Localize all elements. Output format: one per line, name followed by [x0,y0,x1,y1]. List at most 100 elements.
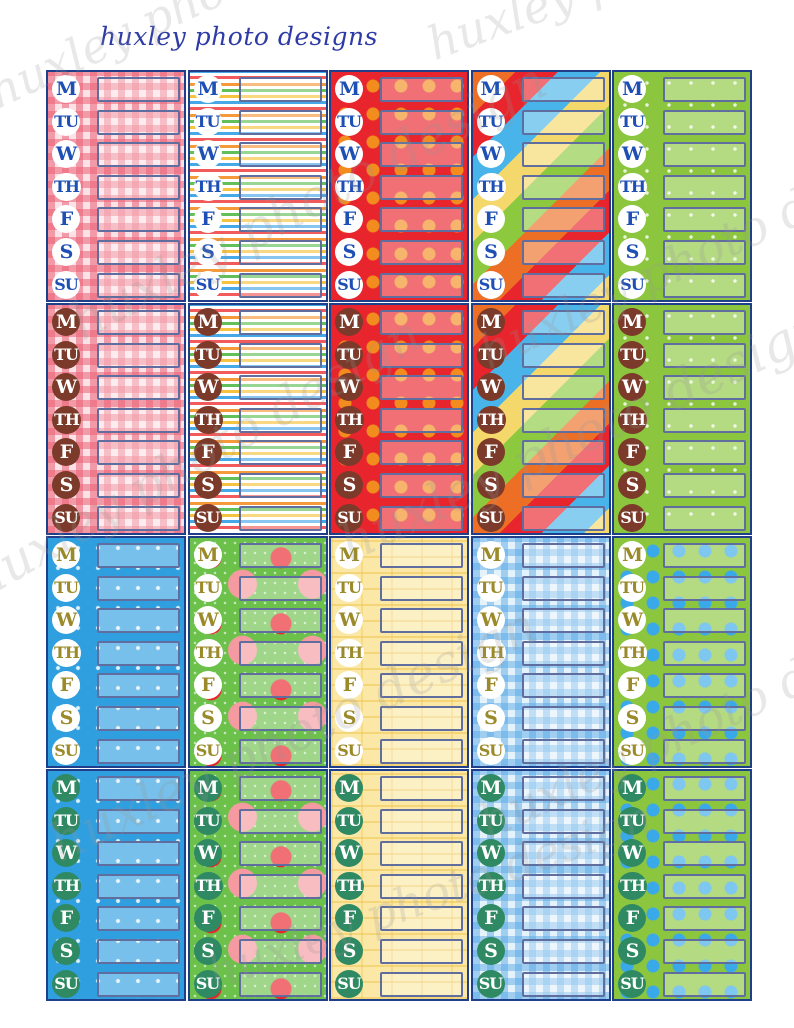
day-badge: M [476,308,505,336]
sticker-panel-r4-c5: M TU W TH F S SU [612,769,752,1001]
day-badge: F [335,205,363,234]
day-badge: TH [476,405,506,434]
sticker-panel-r2-c3: M TU W TH F S SU [329,303,469,535]
day-sticker: F [48,902,184,935]
day-sticker: TU [473,106,609,139]
watermark-text: huxley photo design [420,0,794,71]
write-in-box [380,109,463,135]
write-in-box [97,939,180,964]
write-in-box [380,575,463,601]
write-in-box [238,543,322,568]
write-in-box [663,310,746,335]
day-badge: S [52,471,80,499]
day-sticker: TU [614,572,750,605]
day-badge: M [335,774,363,802]
day-badge: F [476,438,505,467]
day-sticker: M [473,539,609,572]
day-badge: SU [476,503,505,532]
day-sticker: W [48,837,184,870]
day-sticker: S [48,702,184,735]
day-badge: W [618,373,646,402]
day-sticker: W [614,371,750,404]
write-in-box [97,207,180,233]
day-sticker: TH [190,637,326,670]
day-badge: SU [52,270,80,299]
write-in-box [238,174,322,200]
day-sticker: S [190,935,326,968]
day-badge: TH [193,405,223,434]
day-sticker: S [190,469,326,502]
write-in-box [663,207,746,233]
write-in-box [380,240,463,265]
day-badge: TU [335,340,363,369]
day-sticker: M [190,306,326,339]
write-in-box [238,640,322,666]
day-badge: S [618,471,646,499]
write-in-box [521,608,605,634]
day-sticker: W [190,837,326,870]
day-badge: M [476,541,505,569]
write-in-box [663,738,746,764]
write-in-box [663,375,746,401]
sticker-panel-r2-c5: M TU W TH F S SU [612,303,752,535]
day-sticker: TH [473,637,609,670]
day-badge: W [52,839,80,868]
day-badge: S [52,937,80,965]
day-badge: W [476,606,505,635]
day-badge: TH [335,405,365,434]
write-in-box [663,673,746,699]
day-badge: W [193,606,222,635]
write-in-box [238,272,322,298]
sticker-panel-r4-c3: M TU W TH F S SU [329,769,469,1001]
day-badge: TH [52,405,82,434]
day-badge: M [52,541,80,569]
day-badge: SU [335,503,363,532]
day-badge: SU [618,270,646,299]
day-sticker: SU [331,968,467,999]
day-badge: M [52,75,80,103]
day-badge: TH [618,638,648,667]
day-badge: W [52,606,80,635]
day-sticker: F [190,669,326,702]
day-sticker: TU [190,805,326,838]
day-badge: TH [476,172,506,201]
day-badge: TH [193,638,223,667]
day-sticker: W [331,138,467,171]
day-sticker: M [473,73,609,106]
day-badge: S [193,937,222,965]
write-in-box [97,174,180,200]
write-in-box [97,375,180,401]
write-in-box [97,706,180,731]
day-sticker: S [614,236,750,269]
write-in-box [663,342,746,368]
write-in-box [521,407,605,433]
day-sticker: SU [473,968,609,999]
write-in-box [238,906,322,932]
write-in-box [663,906,746,932]
day-sticker: F [473,669,609,702]
day-badge: F [335,438,363,467]
write-in-box [380,776,463,801]
sticker-panel-r4-c1: M TU W TH F S SU [46,769,186,1001]
day-badge: S [52,704,80,732]
day-badge: TU [193,573,222,602]
day-sticker: M [614,772,750,805]
day-sticker: W [190,138,326,171]
day-sticker: S [473,469,609,502]
write-in-box [521,873,605,899]
day-sticker: W [331,604,467,637]
day-badge: W [52,373,80,402]
day-badge: F [618,671,646,700]
write-in-box [97,873,180,899]
day-sticker: TH [331,404,467,437]
day-badge: M [52,308,80,336]
write-in-box [238,207,322,233]
day-badge: W [618,839,646,868]
write-in-box [380,473,463,498]
day-sticker: TH [614,404,750,437]
day-badge: S [335,937,363,965]
day-sticker: F [331,203,467,236]
sticker-panel-r1-c1: M TU W TH F S SU [46,70,186,302]
day-sticker: W [190,371,326,404]
write-in-box [97,608,180,634]
